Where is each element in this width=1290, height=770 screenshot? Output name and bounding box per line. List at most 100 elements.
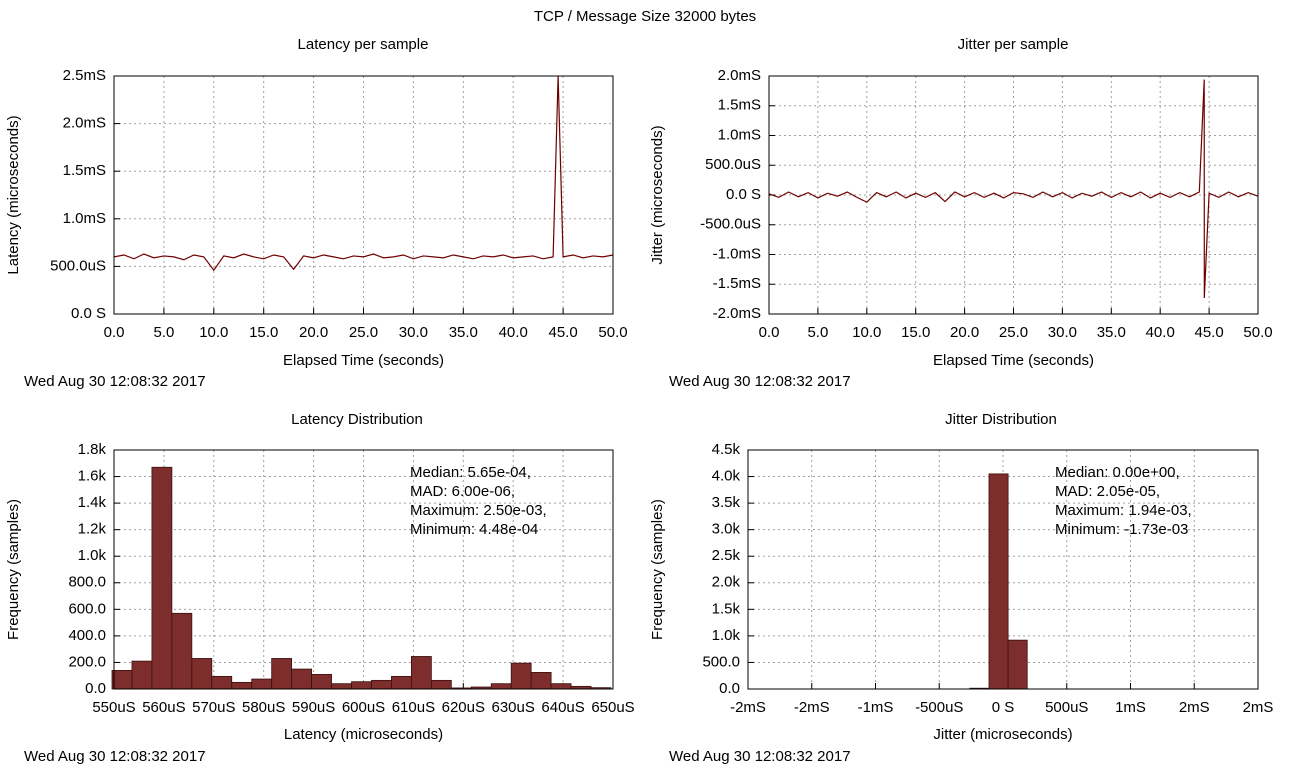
x-tick-label: 620uS <box>442 699 485 716</box>
y-tick-label: 400.0 <box>68 627 106 644</box>
histogram-bar <box>211 675 233 690</box>
y-tick-label: 2.0mS <box>718 67 761 84</box>
x-tick-label: 2mS <box>1243 699 1274 716</box>
histogram-bar <box>371 679 392 690</box>
y-tick-label: -1.0mS <box>713 245 761 262</box>
subplot-title: Latency Distribution <box>291 411 423 428</box>
x-tick-label: 650uS <box>591 699 634 716</box>
x-tick-label: 30.0 <box>1048 324 1077 341</box>
x-tick-label: 0.0 <box>759 324 780 341</box>
y-tick-label: 1.5mS <box>718 97 761 114</box>
y-tick-label: 500.0uS <box>50 257 106 274</box>
histogram-bar <box>191 658 213 690</box>
y-tick-label: 2.5k <box>712 547 741 564</box>
x-tick-label: -500uS <box>915 699 963 716</box>
y-axis-label: Jitter (microseconds) <box>649 125 666 264</box>
histogram-bar <box>411 656 432 690</box>
x-tick-label: 15.0 <box>901 324 930 341</box>
timestamp: Wed Aug 30 12:08:32 2017 <box>24 373 206 390</box>
x-tick-label: 5.0 <box>807 324 828 341</box>
x-tick-label: 630uS <box>492 699 535 716</box>
x-tick-label: 1mS <box>1115 699 1146 716</box>
y-tick-label: 1.0k <box>712 627 741 644</box>
y-tick-label: 500.0uS <box>705 156 761 173</box>
annotation: MAD: 2.05e-05, <box>1055 483 1160 500</box>
y-tick-label: 1.0mS <box>63 210 106 227</box>
x-axis-label: Elapsed Time (seconds) <box>933 352 1094 369</box>
histogram-bar <box>530 672 552 690</box>
x-tick-label: 10.0 <box>199 324 228 341</box>
page-title: TCP / Message Size 32000 bytes <box>534 8 756 25</box>
x-tick-label: 50.0 <box>1243 324 1272 341</box>
data-line <box>768 79 1259 298</box>
y-tick-label: 1.8k <box>78 441 107 458</box>
x-tick-label: -2mS <box>730 699 766 716</box>
x-tick-label: 0 S <box>992 699 1015 716</box>
x-tick-label: 35.0 <box>1097 324 1126 341</box>
plot-frame <box>113 75 614 315</box>
timestamp: Wed Aug 30 12:08:32 2017 <box>24 748 206 765</box>
timestamp: Wed Aug 30 12:08:32 2017 <box>669 748 851 765</box>
x-tick-label: 50.0 <box>598 324 627 341</box>
y-tick-label: 1.4k <box>78 494 107 511</box>
x-tick-label: 550uS <box>92 699 135 716</box>
y-tick-label: 0.0 S <box>726 186 761 203</box>
x-tick-label: 610uS <box>392 699 435 716</box>
y-tick-label: 1.0k <box>78 547 107 564</box>
timestamp: Wed Aug 30 12:08:32 2017 <box>669 373 851 390</box>
x-tick-label: 45.0 <box>1194 324 1223 341</box>
histogram-bar <box>430 679 452 690</box>
annotation: Maximum: 2.50e-03, <box>410 502 547 519</box>
histogram-bar <box>131 660 153 690</box>
subplot-title: Jitter per sample <box>958 36 1069 53</box>
y-tick-label: 0.0 <box>719 680 740 697</box>
y-tick-label: 4.0k <box>712 468 741 485</box>
x-tick-label: 590uS <box>292 699 335 716</box>
y-tick-label: -2.0mS <box>713 305 761 322</box>
y-tick-label: 4.5k <box>712 441 741 458</box>
histogram-bar <box>291 668 313 690</box>
histogram-bar <box>331 683 352 690</box>
histogram-bar <box>251 678 273 690</box>
x-tick-label: 15.0 <box>249 324 278 341</box>
histogram-bar <box>231 681 253 690</box>
annotation: Minimum: -1.73e-03 <box>1055 521 1188 538</box>
x-tick-label: 45.0 <box>548 324 577 341</box>
x-tick-label: 560uS <box>142 699 185 716</box>
x-tick-label: 640uS <box>541 699 584 716</box>
x-axis-label: Latency (microseconds) <box>284 726 443 743</box>
x-tick-label: 600uS <box>342 699 385 716</box>
y-tick-label: 1.5k <box>712 600 741 617</box>
y-tick-label: -500.0uS <box>700 216 761 233</box>
x-tick-label: 30.0 <box>399 324 428 341</box>
y-axis-label: Frequency (samples) <box>5 499 22 640</box>
histogram-bar <box>510 662 532 690</box>
annotation: MAD: 6.00e-06, <box>410 483 515 500</box>
plot-frame <box>113 449 614 690</box>
y-axis-label: Latency (microseconds) <box>5 115 22 274</box>
histogram-bar <box>550 683 572 690</box>
x-tick-label: 20.0 <box>299 324 328 341</box>
data-line <box>113 75 614 272</box>
x-tick-label: 500uS <box>1045 699 1088 716</box>
x-tick-label: 0.0 <box>104 324 125 341</box>
x-tick-label: 20.0 <box>950 324 979 341</box>
histogram-bar <box>311 673 332 690</box>
histogram-bar <box>1007 639 1028 690</box>
histogram-bar <box>271 658 293 690</box>
y-tick-label: 600.0 <box>68 600 106 617</box>
annotation: Maximum: 1.94e-03, <box>1055 502 1192 519</box>
histogram-bar <box>351 681 372 690</box>
x-tick-label: 2mS <box>1179 699 1210 716</box>
x-tick-label: 570uS <box>192 699 235 716</box>
x-tick-label: -2mS <box>794 699 830 716</box>
y-tick-label: 200.0 <box>68 653 106 670</box>
x-axis-label: Elapsed Time (seconds) <box>283 352 444 369</box>
histogram-bar <box>490 683 512 690</box>
histogram-bar <box>151 466 173 690</box>
plot-frame <box>747 449 1259 690</box>
histogram-bar <box>988 473 1009 690</box>
y-tick-label: 800.0 <box>68 574 106 591</box>
